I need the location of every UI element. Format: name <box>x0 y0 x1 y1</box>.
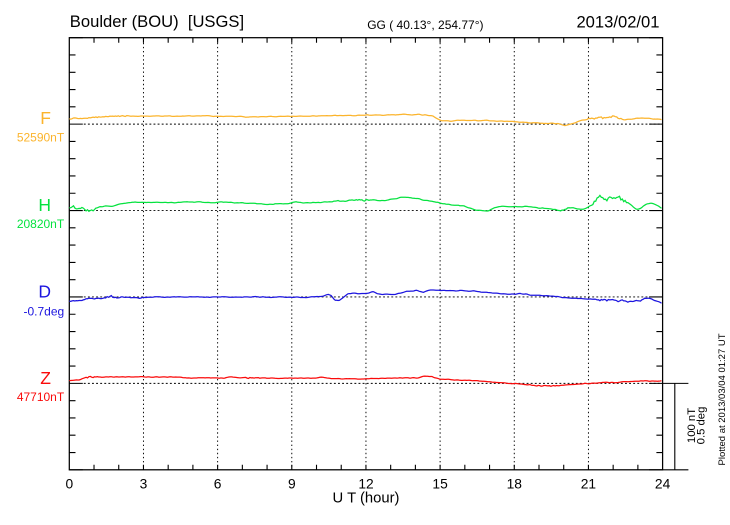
svg-text:Plotted at 2013/03/04 01:27 UT: Plotted at 2013/03/04 01:27 UT <box>717 333 728 465</box>
svg-text:18: 18 <box>507 477 523 492</box>
svg-text:0: 0 <box>65 477 73 492</box>
svg-text:15: 15 <box>432 477 448 492</box>
svg-text:F: F <box>40 108 51 128</box>
svg-text:-0.7deg: -0.7deg <box>23 304 64 318</box>
svg-text:21: 21 <box>581 477 596 492</box>
svg-text:12: 12 <box>358 477 373 492</box>
svg-text:Z: Z <box>40 368 51 388</box>
svg-text:Boulder (BOU) [USGS]: Boulder (BOU) [USGS] <box>70 12 244 31</box>
svg-text:2013/02/01: 2013/02/01 <box>576 13 659 32</box>
svg-text:6: 6 <box>214 477 222 492</box>
svg-text:9: 9 <box>288 477 296 492</box>
svg-text:0.5 deg: 0.5 deg <box>696 407 708 445</box>
svg-text:52590nT: 52590nT <box>17 131 65 145</box>
svg-text:D: D <box>38 281 51 301</box>
svg-text:47710nT: 47710nT <box>17 390 65 404</box>
svg-text:3: 3 <box>140 477 148 492</box>
svg-text:H: H <box>38 195 51 215</box>
svg-text:100 nT: 100 nT <box>686 408 698 443</box>
svg-text:24: 24 <box>655 477 671 492</box>
svg-text:20820nT: 20820nT <box>17 217 65 231</box>
svg-text:U T (hour): U T (hour) <box>333 490 400 506</box>
svg-text:GG ( 40.13°, 254.77°): GG ( 40.13°, 254.77°) <box>367 18 483 32</box>
